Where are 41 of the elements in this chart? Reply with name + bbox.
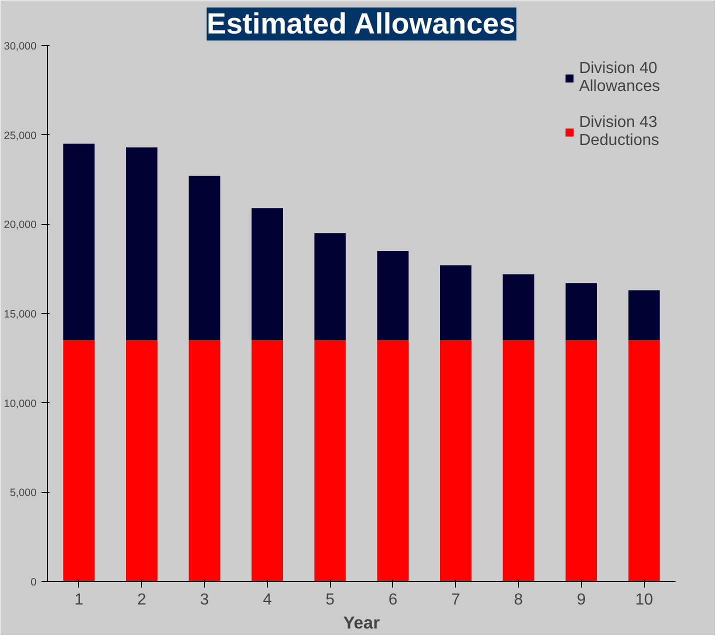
y-tick-label: 25,000 [4, 130, 37, 142]
x-tick-label: 6 [388, 592, 398, 608]
bar [252, 340, 283, 582]
y-tick-label: 30,000 [4, 40, 37, 52]
x-tick-label: 10 [635, 592, 654, 608]
x-axis-title: Year [343, 612, 380, 632]
bar [126, 147, 158, 340]
bar [377, 250, 409, 340]
y-tick-label: 5,000 [10, 487, 37, 500]
x-tick-label: 8 [514, 592, 524, 608]
y-tick-label: 20,000 [4, 219, 37, 232]
x-tick-label: 2 [137, 592, 146, 608]
y-tick-label: 0 [30, 576, 37, 588]
bar [314, 233, 346, 340]
x-tick-label: 4 [262, 592, 272, 608]
bar [566, 283, 597, 340]
x-tick-label: 1 [74, 592, 84, 608]
legend-label: Division 40 Allowances [579, 60, 660, 96]
chart-title: Estimated Allowances [206, 8, 516, 40]
legend-label: Division 43 Deductions [579, 114, 660, 150]
y-tick-label: 10,000 [4, 398, 37, 410]
bar [440, 340, 472, 582]
bar [440, 265, 472, 340]
bar [252, 208, 283, 340]
bar [188, 340, 220, 582]
bar [188, 176, 220, 340]
y-tick-label: 15,000 [4, 308, 37, 320]
bar [63, 144, 95, 340]
bar [566, 340, 597, 582]
bar [126, 340, 158, 582]
bar [377, 340, 409, 582]
x-tick-label: 3 [200, 592, 210, 608]
bar [502, 340, 534, 582]
x-tick-label: 7 [451, 592, 460, 608]
bar [628, 290, 660, 340]
x-tick-label: 5 [326, 592, 335, 608]
x-tick-label: 9 [576, 592, 586, 608]
bar [63, 340, 95, 582]
bar [314, 340, 346, 582]
bar [502, 274, 534, 340]
bar [628, 340, 660, 582]
